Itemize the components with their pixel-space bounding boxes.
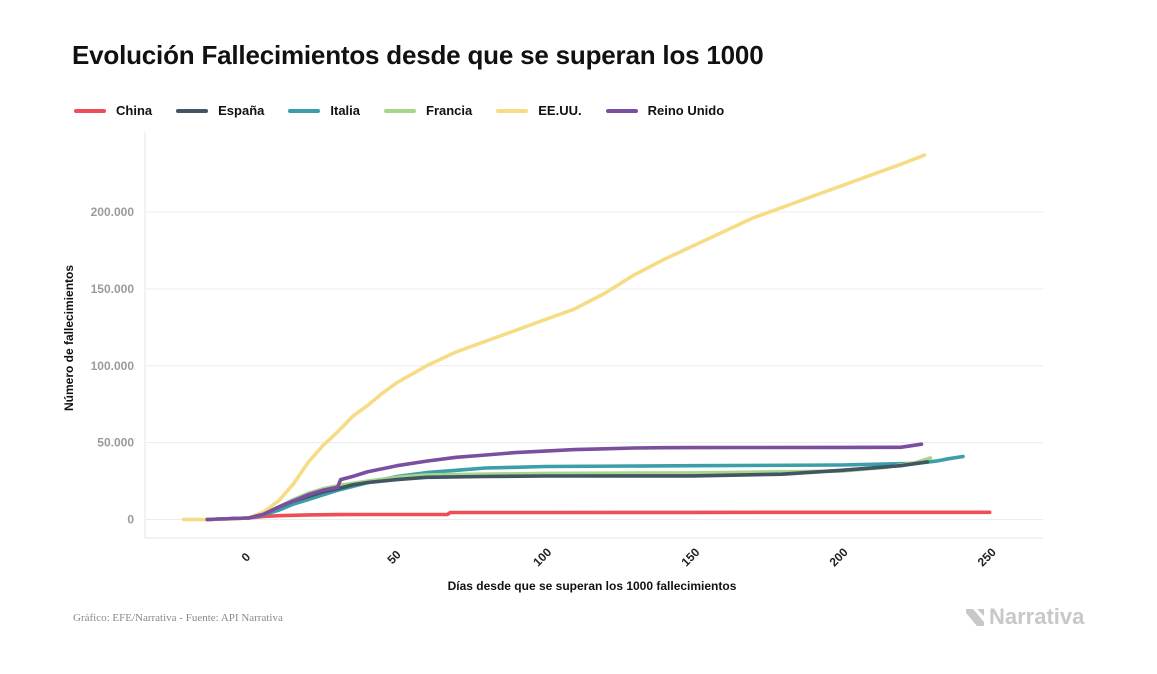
series-line-reino-unido — [205, 442, 924, 522]
legend-label: España — [218, 103, 265, 118]
legend-swatch — [605, 108, 638, 113]
series-line-china — [205, 510, 992, 522]
legend-swatch — [176, 108, 209, 113]
y-tick-label: 150.000 — [91, 282, 135, 296]
x-axis-title: Días desde que se superan los 1000 falle… — [448, 579, 737, 593]
brand-name: Narrativa — [989, 604, 1085, 629]
x-tick-label: 0 — [239, 550, 254, 565]
y-tick-label: 50.000 — [97, 436, 134, 450]
legend-label: Francia — [426, 103, 473, 118]
legend-label: Italia — [330, 103, 360, 118]
narrativa-logo-icon — [966, 609, 984, 626]
legend-swatch — [384, 108, 416, 113]
x-tick-label: 100 — [530, 545, 554, 569]
x-tick-label: 50 — [384, 547, 404, 567]
source-footer: Gráfico: EFE/Narrativa - Fuente: API Nar… — [73, 612, 283, 624]
legend-item-china[interactable]: China — [74, 103, 152, 118]
x-tick-label: 250 — [975, 545, 999, 569]
legend-swatch — [496, 108, 529, 113]
chart-title: Evolución Fallecimientos desde que se su… — [72, 40, 764, 70]
legend-item-espana[interactable]: España — [176, 103, 264, 118]
x-tick-label: 150 — [678, 545, 702, 569]
legend-label: EE.UU. — [538, 103, 582, 118]
chart-legend: China España Italia Francia EE.UU. Reino… — [74, 103, 724, 118]
legend-item-reino-unido[interactable]: Reino Unido — [605, 103, 725, 118]
legend-label: Reino Unido — [647, 103, 725, 118]
y-tick-label: 100.000 — [91, 359, 135, 373]
y-tick-label: 0 — [127, 513, 134, 527]
brand-logo: Narrativa — [964, 604, 1084, 630]
legend-swatch — [74, 108, 106, 113]
y-axis-title: Número de fallecimientos — [62, 265, 76, 411]
legend-swatch — [288, 108, 321, 113]
y-tick-label: 200.000 — [91, 205, 135, 219]
legend-item-francia[interactable]: Francia — [384, 103, 472, 118]
legend-item-eeuu[interactable]: EE.UU. — [496, 103, 582, 118]
series-line-ee-uu — [181, 153, 927, 522]
legend-label: China — [116, 103, 153, 118]
x-tick-label: 200 — [827, 545, 851, 569]
legend-item-italia[interactable]: Italia — [288, 103, 360, 118]
